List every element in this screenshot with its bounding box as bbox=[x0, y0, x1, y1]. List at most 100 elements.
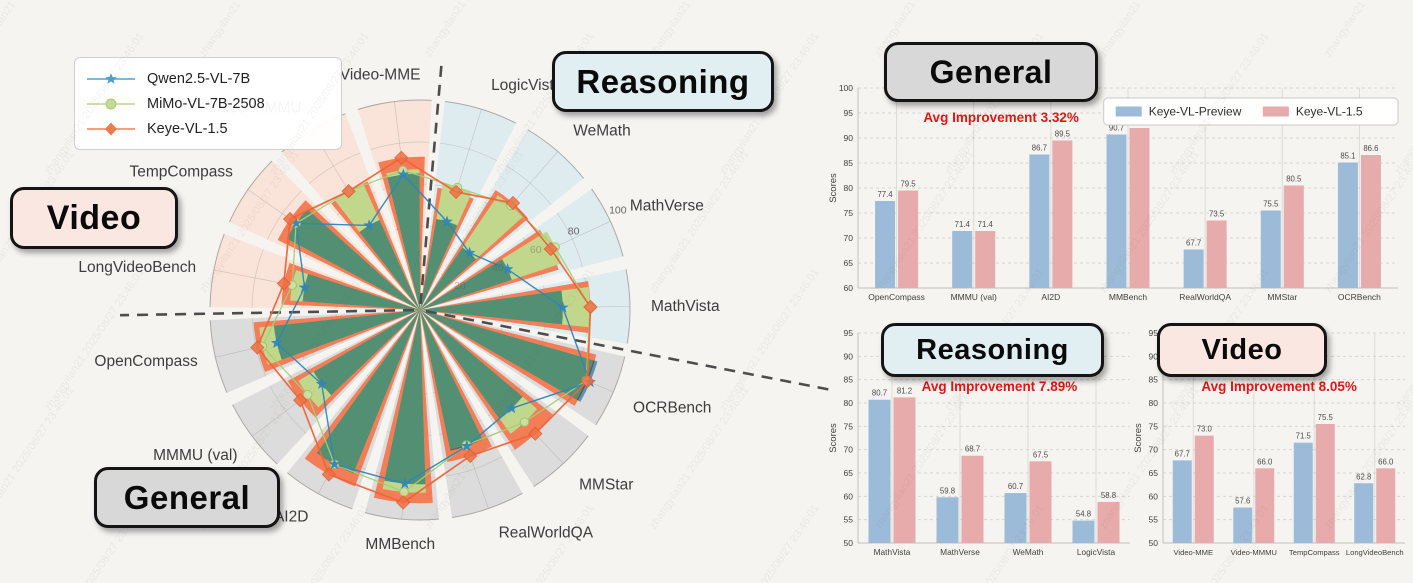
svg-text:79.5: 79.5 bbox=[900, 180, 916, 189]
bar-Keye-VL-1.5-MMStar bbox=[1283, 185, 1304, 288]
bar-Keye-VL-Preview-Video-MME bbox=[1172, 460, 1192, 543]
svg-text:80.5: 80.5 bbox=[1286, 175, 1302, 184]
svg-text:67.5: 67.5 bbox=[1033, 450, 1049, 459]
svg-text:70: 70 bbox=[1149, 445, 1159, 455]
svg-text:59.8: 59.8 bbox=[940, 486, 955, 495]
section-label-reasoning: Reasoning bbox=[552, 51, 774, 112]
svg-text:71.4: 71.4 bbox=[955, 220, 971, 229]
axis-labels: 60 65 70 75 80 85 90 95 100 Scores OpenCompass MMMU… bbox=[828, 83, 1381, 302]
bar-Keye-VL-Preview-WeMath bbox=[1004, 493, 1027, 543]
avg-improvement-text: Avg Improvement 8.05% bbox=[1201, 379, 1357, 394]
legend-label: Keye-VL-1.5 bbox=[147, 120, 228, 137]
bar-Keye-VL-1.5-MMMU (val) bbox=[975, 231, 996, 288]
svg-text:65: 65 bbox=[844, 258, 854, 268]
bar-Keye-VL-1.5-MathVista bbox=[893, 397, 916, 543]
svg-text:20: 20 bbox=[454, 280, 466, 292]
radar-axis-label: TempCompass bbox=[129, 163, 233, 180]
bar-Keye-VL-Preview-RealWorldQA bbox=[1183, 249, 1204, 288]
svg-text:54.8: 54.8 bbox=[1076, 510, 1091, 519]
bar-Keye-VL-1.5-RealWorldQA bbox=[1206, 220, 1227, 288]
value-labels: 80.7 81.2 59.8 68.7 60.7 67.5 54.8 58.8 bbox=[872, 386, 1116, 518]
x-tick-label: MathVerse bbox=[940, 547, 980, 557]
bar-Keye-VL-Preview-LogicVista bbox=[1072, 520, 1095, 543]
legend-label: Qwen2.5-VL-7B bbox=[147, 70, 251, 87]
bar-Keye-VL-Preview-AI2D bbox=[1029, 154, 1050, 288]
svg-text:86.7: 86.7 bbox=[1032, 144, 1047, 153]
svg-text:60: 60 bbox=[844, 491, 854, 501]
bar-Keye-VL-Preview-Video-MMMU bbox=[1233, 507, 1253, 543]
svg-text:80.7: 80.7 bbox=[872, 389, 887, 398]
x-tick-label: Video-MME bbox=[1173, 548, 1213, 557]
improvement-annotation: Avg Improvement 8.05% bbox=[1201, 379, 1357, 394]
radar-chart: 20 40 60 80 100 Video-MME LogicVista WeMath Math… bbox=[78, 62, 830, 553]
legend-entry-mimo: MiMo-VL-7B-2508 bbox=[85, 91, 331, 116]
x-tick-label: LongVideoBench bbox=[1346, 548, 1404, 557]
svg-text:65: 65 bbox=[844, 468, 854, 478]
keye-line-diamond-icon bbox=[87, 122, 135, 135]
bar-Keye-VL-1.5-LongVideoBench bbox=[1376, 468, 1396, 543]
avg-improvement-text: Avg Improvement 7.89% bbox=[922, 379, 1078, 394]
y-axis-title: Scores bbox=[1133, 423, 1144, 453]
radar-legend: Qwen2.5-VL-7B MiMo-VL-7B-2508 Keye-VL-1.… bbox=[74, 57, 342, 150]
radar-line-Qwen2.5-VL-7B bbox=[275, 173, 592, 485]
y-axis-title: Scores bbox=[828, 423, 839, 453]
x-tick-label: MMMU (val) bbox=[951, 292, 997, 302]
x-tick-label: LogicVista bbox=[1077, 547, 1116, 557]
chart-title-general: General bbox=[884, 42, 1098, 102]
bar-Keye-VL-Preview-LongVideoBench bbox=[1354, 483, 1374, 543]
svg-text:67.7: 67.7 bbox=[1186, 239, 1201, 248]
svg-text:85: 85 bbox=[844, 375, 854, 385]
radar-axis-label: MathVista bbox=[651, 298, 720, 315]
y-axis-title: Scores bbox=[828, 173, 839, 203]
grid bbox=[857, 87, 1398, 289]
section-label-text: Reasoning bbox=[576, 62, 750, 100]
svg-text:71.5: 71.5 bbox=[1296, 432, 1312, 441]
svg-text:85.1: 85.1 bbox=[1340, 152, 1355, 161]
radar-rtick-labels: 20 40 60 80 100 bbox=[454, 205, 627, 292]
svg-text:50: 50 bbox=[844, 538, 854, 548]
bar-Keye-VL-Preview-MMStar bbox=[1260, 210, 1281, 288]
improvement-annotation: Avg Improvement 7.89% bbox=[922, 379, 1078, 394]
svg-text:80: 80 bbox=[844, 183, 854, 193]
svg-text:90: 90 bbox=[844, 351, 854, 361]
x-tick-label: TempCompass bbox=[1289, 548, 1340, 557]
svg-text:55: 55 bbox=[1149, 515, 1159, 525]
chart-title-text: Video bbox=[1201, 333, 1283, 366]
chart-title-reasoning: Reasoning bbox=[881, 323, 1104, 377]
radar-axis-label: MathVerse bbox=[630, 197, 704, 214]
bar-Keye-VL-1.5-Video-MME bbox=[1194, 435, 1214, 543]
svg-text:75.5: 75.5 bbox=[1263, 200, 1279, 209]
chart-title-text: General bbox=[929, 53, 1053, 90]
svg-text:68.7: 68.7 bbox=[965, 445, 980, 454]
bar-Keye-VL-1.5-MMBench bbox=[1129, 128, 1150, 288]
svg-text:95: 95 bbox=[844, 108, 854, 118]
svg-text:75: 75 bbox=[844, 421, 854, 431]
bar-Keye-VL-1.5-WeMath bbox=[1029, 461, 1052, 543]
svg-text:66.0: 66.0 bbox=[1257, 457, 1273, 466]
svg-text:57.6: 57.6 bbox=[1235, 497, 1250, 506]
bar-Keye-VL-1.5-MathVerse bbox=[961, 455, 984, 543]
radar-axis-label: Video-MME bbox=[340, 67, 421, 84]
svg-text:71.4: 71.4 bbox=[978, 220, 994, 229]
chart-title-text: Reasoning bbox=[916, 333, 1069, 366]
x-tick-label: OpenCompass bbox=[868, 292, 925, 302]
section-label-video: Video bbox=[10, 187, 178, 249]
legend-label: MiMo-VL-7B-2508 bbox=[147, 95, 265, 112]
svg-text:75.5: 75.5 bbox=[1318, 413, 1334, 422]
bars bbox=[875, 128, 1381, 288]
x-tick-label: OCRBench bbox=[1338, 292, 1381, 302]
bar-Keye-VL-Preview-MathVista bbox=[868, 399, 891, 543]
avg-improvement-text: Avg Improvement 3.32% bbox=[923, 110, 1079, 125]
svg-text:100: 100 bbox=[839, 83, 853, 93]
axis-labels: 50 55 60 65 70 75 80 85 90 95 Scores Video-MME Video… bbox=[1133, 328, 1404, 557]
radar-axis-label: LogicVista bbox=[491, 77, 563, 94]
section-label-general: General bbox=[94, 467, 280, 528]
svg-text:85: 85 bbox=[1149, 375, 1159, 385]
svg-text:89.5: 89.5 bbox=[1055, 130, 1071, 139]
svg-text:81.2: 81.2 bbox=[897, 386, 912, 395]
svg-text:75: 75 bbox=[1149, 421, 1159, 431]
svg-text:70: 70 bbox=[844, 445, 854, 455]
radar-axis-label: LongVideoBench bbox=[78, 259, 196, 276]
svg-text:60: 60 bbox=[530, 244, 542, 256]
